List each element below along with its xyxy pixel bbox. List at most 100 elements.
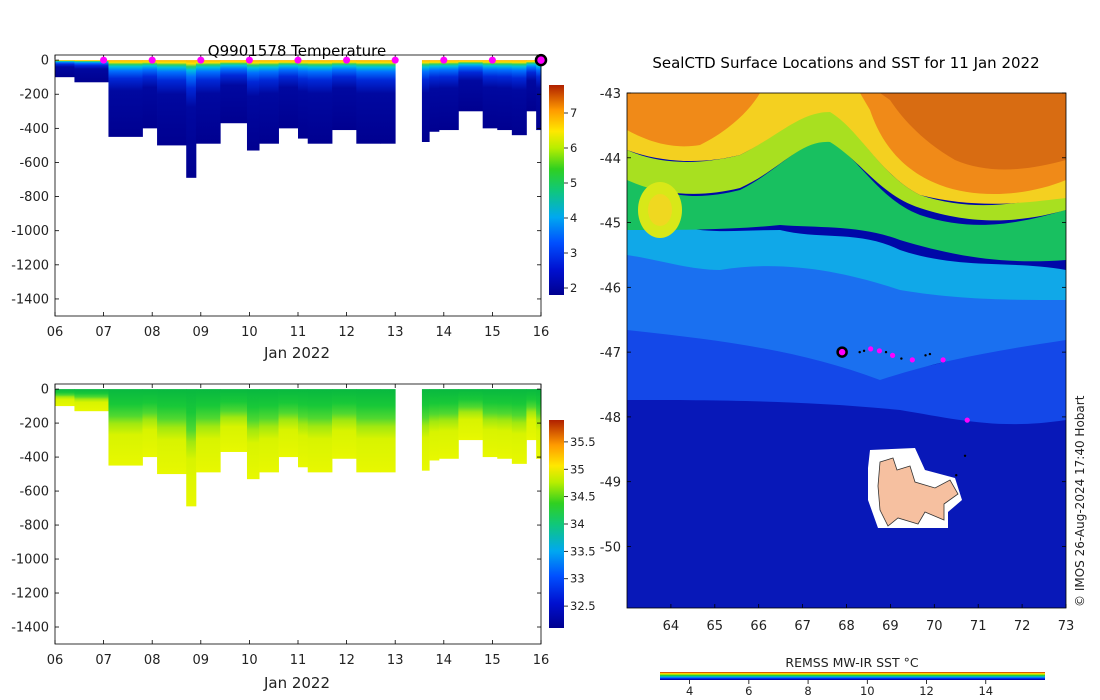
colorbar-tick-label: 35.5 [570,435,596,449]
y-tick-label: -800 [19,519,49,534]
sst-colorbar-tick-label: 6 [745,684,752,698]
surface-location-marker [940,357,946,363]
x-tick-label: 13 [387,325,404,340]
map-x-tick-label: 73 [1058,619,1075,634]
profile-column [536,60,542,131]
y-tick-label: -600 [19,156,49,171]
x-tick-label: 11 [290,653,307,668]
sst-colorbar-tick-label: 10 [860,684,875,698]
map-title: SealCTD Surface Locations and SST for 11… [652,54,1039,72]
colorbar-tick-label: 6 [570,141,577,155]
map-x-tick-label: 71 [970,619,987,634]
map-y-tick-label: -45 [600,217,621,232]
profile-column [526,60,537,112]
sst-colorbar [660,672,1045,680]
colorbar-tick-label: 3 [570,246,577,260]
profile-column [259,389,279,473]
profile-column [438,389,459,459]
surface-marker [440,56,448,64]
profile-column [332,60,357,131]
x-tick-label: 07 [95,325,112,340]
salinity-profiles [55,389,542,507]
profile-column [421,60,430,142]
credit-text: © IMOS 26-Aug-2024 17:40 Hobart [1073,395,1087,607]
y-tick-label: -400 [19,122,49,137]
profile-column [259,60,279,144]
y-tick-label: -1200 [11,258,49,273]
y-tick-label: -1200 [11,587,49,602]
profile-column [108,389,143,466]
x-tick-label: 16 [533,325,550,340]
sst-colorbar-tick-label: 14 [978,684,993,698]
x-tick-label: 09 [193,653,210,668]
y-tick-label: -1000 [11,224,49,239]
map-x-tick-label: 72 [1014,619,1031,634]
salinity-colorbar [549,420,564,628]
surface-marker [100,56,108,64]
map-x-tick-label: 66 [750,619,767,634]
y-tick-label: -1000 [11,553,49,568]
temperature-colorbar [549,85,564,295]
profile-column [246,389,260,480]
profile-column [307,60,333,144]
x-tick-label: 12 [338,325,355,340]
profile-column [278,60,299,129]
colorbar-tick-label: 35 [570,462,585,476]
track-point [884,350,888,354]
track-point [862,349,866,353]
profile-column [380,389,396,473]
profile-column [186,389,197,507]
surface-location-marker [876,348,883,354]
seal-track [836,346,970,477]
profile-column [380,60,396,144]
map-y-tick-label: -50 [600,540,621,555]
x-tick-label: 06 [47,325,64,340]
map-y-tick-label: -48 [600,411,621,426]
profile-column [298,389,309,468]
track-point [900,357,903,360]
map-y-tick-label: -47 [600,346,621,361]
profile-column [458,60,484,112]
y-tick-label: -200 [19,417,49,432]
current-profile-marker [534,53,548,67]
surface-marker [343,56,351,64]
current-location-marker [836,346,848,358]
temperature-profiles [55,60,542,178]
x-tick-label: 06 [47,653,64,668]
track-point [963,454,967,457]
y-tick-label: -600 [19,485,49,500]
surface-marker [197,56,205,64]
profile-column [421,389,430,471]
y-tick-label: 0 [41,383,49,398]
map-x-tick-label: 69 [882,619,899,634]
sst-colorbar-tick-label: 8 [804,684,811,698]
y-tick-label: -1400 [11,292,49,307]
y-tick-label: -800 [19,190,49,205]
profile-column [55,60,75,78]
x-tick-label: 15 [484,653,501,668]
map-x-tick-label: 64 [663,619,680,634]
map-x-tick-label: 67 [794,619,811,634]
profile-column [429,60,440,132]
profile-column [298,60,309,139]
profile-column [356,389,382,473]
y-tick-label: -1400 [11,621,49,636]
colorbar-tick-label: 33 [570,572,585,586]
colorbar-tick-label: 34.5 [570,490,596,504]
sst-colorbar-tick-label: 4 [686,684,693,698]
map-y-tick-label: -46 [600,281,621,296]
x-tick-label: 14 [436,325,453,340]
track-point [928,352,932,356]
profile-column [108,60,143,137]
colorbar-tick-label: 7 [570,106,577,120]
colorbar-tick-label: 5 [570,176,577,190]
profile-column [278,389,299,458]
surface-location-marker [889,352,896,358]
map-y-tick-label: -43 [600,87,621,102]
x-tick-label: 15 [484,325,501,340]
sst-map-panel: SealCTD Surface Locations and SST for 11… [600,54,1087,698]
profile-column [186,60,197,178]
profile-column [526,389,537,441]
profile-column [74,60,109,83]
